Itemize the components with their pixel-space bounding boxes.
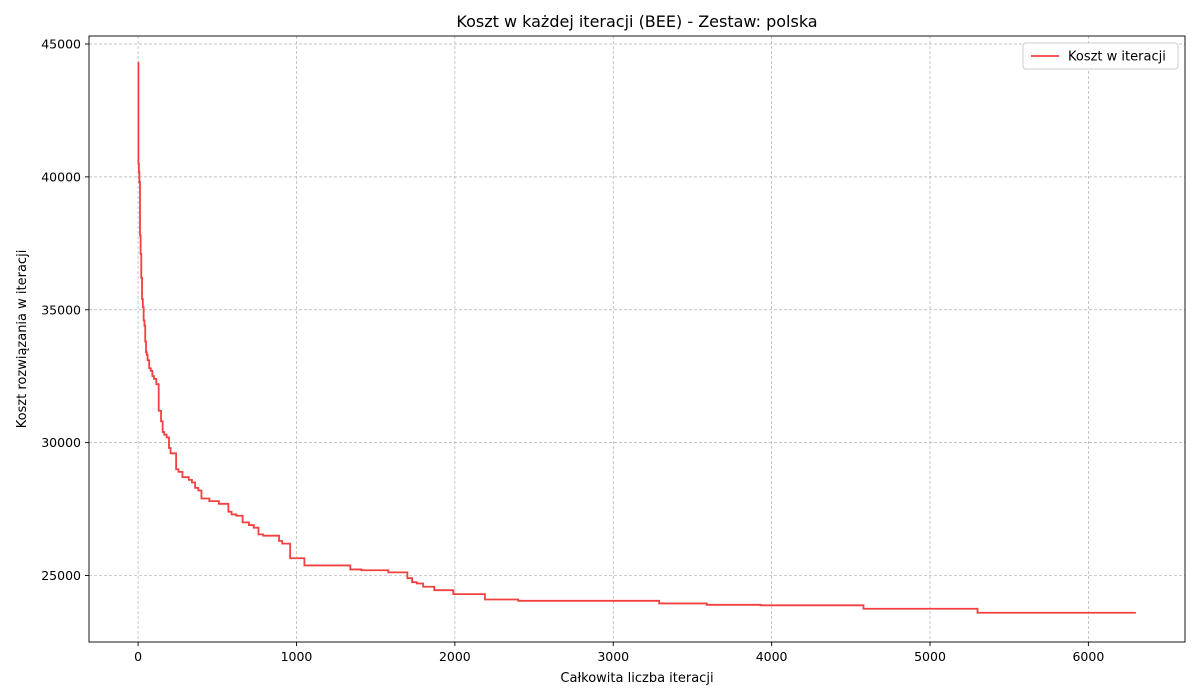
- x-tick-label: 4000: [756, 649, 788, 664]
- x-tick-label: 6000: [1072, 649, 1104, 664]
- series-line: [137, 61, 1136, 614]
- y-axis-label: Koszt rozwiązania w iteracji: [15, 250, 30, 429]
- x-tick-label: 1000: [281, 649, 313, 664]
- x-tick-label: 0: [134, 649, 142, 664]
- y-tick-label: 35000: [41, 302, 81, 317]
- y-tick-label: 30000: [41, 435, 81, 450]
- plot-frame: [88, 35, 1186, 643]
- x-tick-label: 5000: [914, 649, 946, 664]
- y-tick-label: 25000: [41, 568, 81, 583]
- y-tick-label: 45000: [41, 36, 81, 51]
- y-tick-label: 40000: [41, 169, 81, 184]
- chart-title: Koszt w każdej iteracji (BEE) - Zestaw: …: [456, 12, 817, 31]
- grid: [89, 36, 1185, 642]
- legend: Koszt w iteracji: [1022, 42, 1179, 70]
- ticks: 0 1000 2000 3000 4000 5000 6000 25000 30000 35000…: [41, 36, 1104, 664]
- x-tick-label: 3000: [597, 649, 629, 664]
- legend-label: Koszt w iteracji: [1068, 50, 1166, 65]
- x-axis-label: Całkowita liczba iteracji: [560, 671, 713, 686]
- legend-box: [1022, 42, 1179, 70]
- x-tick-label: 2000: [439, 649, 471, 664]
